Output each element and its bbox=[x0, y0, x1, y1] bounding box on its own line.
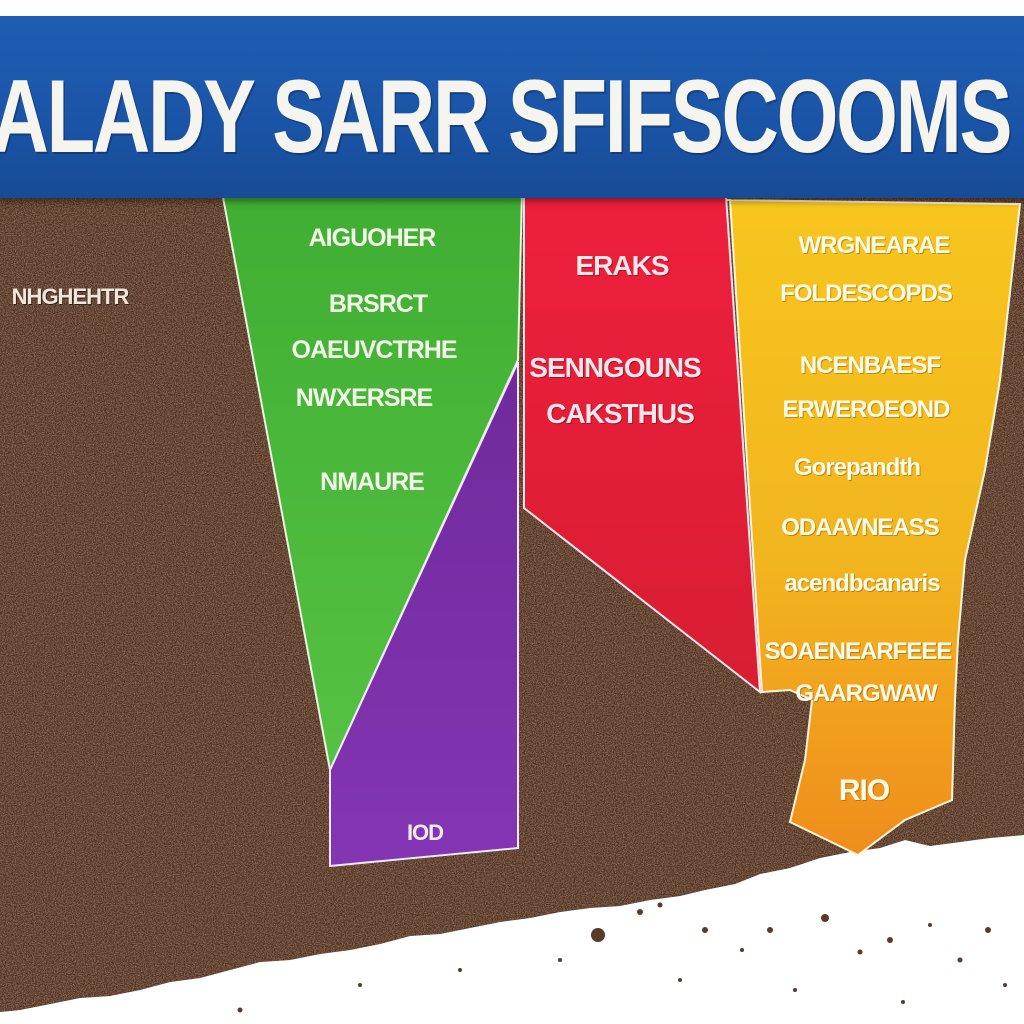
red-line-1: ERAKS bbox=[575, 250, 669, 281]
yellow-line-3: NCENBAESF bbox=[799, 352, 941, 379]
red-line-2: SENNGOUNS bbox=[529, 352, 701, 383]
green-line-5: NMAURE bbox=[320, 468, 425, 496]
banner-title: ALADY SARR SFIFSCOOMS bbox=[0, 58, 1013, 175]
yellow-line-6: ODAAVNEASS bbox=[781, 514, 940, 541]
yellow-line-1: WRGNEARAE bbox=[798, 232, 951, 259]
yellow-line-7: acendbcanaris bbox=[784, 570, 940, 597]
yellow-line-5: Gorepandth bbox=[794, 454, 921, 481]
title-banner: ALADY SARR SFIFSCOOMS bbox=[0, 16, 1024, 198]
yellow-line-4: ERWEROEOND bbox=[782, 396, 951, 423]
soil-crumbs bbox=[237, 902, 1007, 1013]
purple-label: IOD bbox=[406, 820, 444, 845]
red-line-3: CAKSTHUS bbox=[546, 398, 695, 429]
green-line-1: AIGUOHER bbox=[308, 224, 437, 252]
green-line-4: NWXERSRE bbox=[295, 384, 433, 412]
green-line-2: BRSRCT bbox=[328, 290, 428, 318]
green-line-3: OAEUVCTRHE bbox=[291, 336, 457, 364]
yellow-panel bbox=[725, 199, 1022, 857]
yellow-line-9: GAARGWAW bbox=[795, 680, 937, 707]
soil-label: NHGHEHTR bbox=[11, 284, 130, 309]
purple-panel bbox=[329, 361, 519, 868]
yellow-line-8: SOAENEARFEEE bbox=[764, 638, 953, 665]
yellow-line-2: FOLDESCOPDS bbox=[780, 280, 953, 307]
yellow-line-10: RIO bbox=[838, 774, 890, 807]
